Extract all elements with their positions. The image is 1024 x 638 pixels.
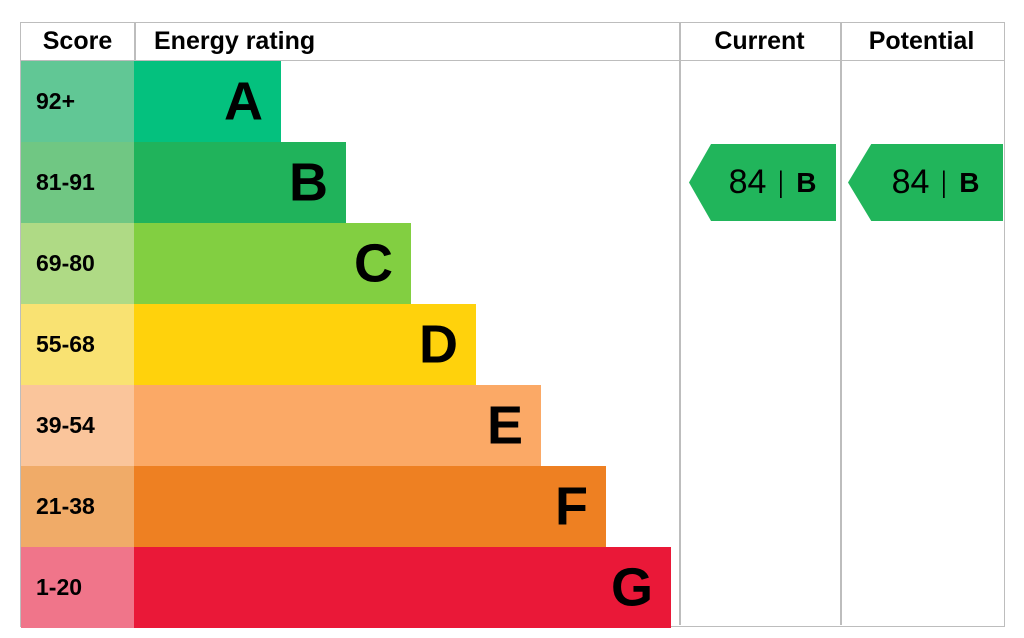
score-range-a: 92+ [21, 61, 134, 142]
current-rating-band: B [796, 166, 817, 198]
band-letter-e: E [486, 395, 523, 456]
band-bar-c: C [134, 223, 411, 304]
column-header-potential: Potential [868, 27, 975, 55]
epc-rating-chart: Score Energy rating Current Potential 92… [20, 22, 1005, 628]
column-header-energy-rating: Energy rating [154, 27, 316, 55]
band-row-f: 21-38 F [21, 466, 1004, 547]
potential-rating-band: B [959, 166, 980, 198]
score-range-g: 1-20 [21, 547, 134, 628]
band-letter-g: G [610, 557, 653, 618]
band-bar-b: B [134, 142, 346, 223]
current-rating-separator: | [778, 165, 785, 199]
band-letter-d: D [419, 314, 458, 375]
band-letter-f: F [555, 476, 588, 537]
potential-rating-arrow: 84 | B [848, 144, 1003, 221]
score-range-e: 39-54 [21, 385, 134, 466]
potential-rating-separator: | [941, 165, 948, 199]
band-bar-g: G [134, 547, 671, 628]
potential-rating-value: 84 [891, 163, 930, 201]
band-rows: 92+ A 81-91 B 69-80 C 55-68 D 39-54 E 21… [21, 61, 1004, 628]
score-range-c: 69-80 [21, 223, 134, 304]
band-row-e: 39-54 E [21, 385, 1004, 466]
column-header-current: Current [714, 27, 805, 55]
score-range-f: 21-38 [21, 466, 134, 547]
score-range-d: 55-68 [21, 304, 134, 385]
band-row-d: 55-68 D [21, 304, 1004, 385]
band-bar-a: A [134, 61, 281, 142]
band-bar-f: F [134, 466, 606, 547]
band-row-g: 1-20 G [21, 547, 1004, 628]
band-row-a: 92+ A [21, 61, 1004, 142]
divider-score-energy [134, 23, 136, 61]
band-bar-d: D [134, 304, 476, 385]
current-rating-value: 84 [728, 163, 767, 201]
divider-energy-current [679, 23, 681, 625]
band-row-c: 69-80 C [21, 223, 1004, 304]
chart-header-row: Score Energy rating Current Potential [21, 23, 1004, 61]
column-header-score: Score [42, 27, 113, 55]
band-row-b: 81-91 B [21, 142, 1004, 223]
band-letter-b: B [289, 152, 328, 213]
band-letter-a: A [224, 71, 263, 132]
band-bar-e: E [134, 385, 541, 466]
band-letter-c: C [354, 233, 393, 294]
divider-current-potential [840, 23, 842, 625]
current-rating-arrow: 84 | B [689, 144, 836, 221]
score-range-b: 81-91 [21, 142, 134, 223]
